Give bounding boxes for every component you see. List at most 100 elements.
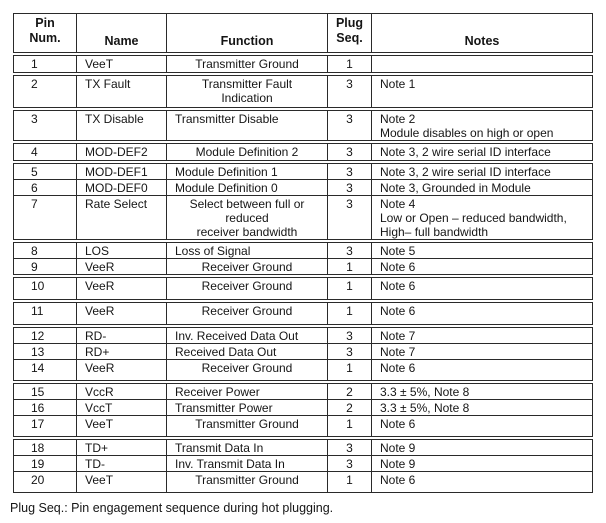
- name-cell: RD+: [77, 344, 167, 359]
- name-cell: VeeR: [77, 303, 167, 324]
- table-row: 11 VeeR Receiver Ground 1 Note 6: [14, 303, 592, 324]
- function-cell: Received Data Out: [167, 344, 328, 359]
- notes-cell: Note 6: [380, 473, 416, 487]
- row-group: 18 TD+ Transmit Data In 3 Note 9 19 TD- …: [13, 439, 593, 493]
- pin-cell: 8: [14, 243, 77, 258]
- pin-cell: 9: [14, 259, 77, 274]
- function-cell: Transmitter Ground: [167, 472, 328, 492]
- name-cell: LOS: [77, 243, 167, 258]
- function-cell: Inv. Transmit Data In: [167, 456, 328, 471]
- function-cell: Transmitter Ground: [167, 416, 328, 436]
- pin-cell: 12: [14, 328, 77, 343]
- name-cell: VeeR: [77, 278, 167, 299]
- plug-seq-cell: 3: [328, 440, 372, 455]
- header-pin-num: Pin Num.: [14, 14, 77, 52]
- pin-assignment-table: Pin Num. Name Function Plug Seq. Notes 1…: [13, 13, 593, 493]
- name-cell: TX Fault: [77, 76, 167, 107]
- row-group: 11 VeeR Receiver Ground 1 Note 6: [13, 302, 593, 325]
- name-cell: MOD-DEF0: [77, 180, 167, 195]
- table-row: 1 VeeT Transmitter Ground 1: [14, 56, 592, 72]
- plug-seq-cell: 1: [328, 303, 372, 324]
- name-cell: VeeR: [77, 259, 167, 274]
- table-row: 2 TX Fault Transmitter Fault Indication …: [14, 76, 592, 107]
- plug-seq-cell: 3: [328, 344, 372, 359]
- name-cell: TX Disable: [77, 111, 167, 140]
- header-name: Name: [77, 14, 167, 52]
- name-cell: VeeT: [77, 56, 167, 72]
- function-cell: Transmitter Fault Indication: [167, 76, 328, 107]
- function-cell: Inv. Received Data Out: [167, 328, 328, 343]
- notes-cell: 3.3 ± 5%, Note 8: [380, 385, 470, 399]
- table-row: 5 MOD-DEF1 Module Definition 1 3 Note 3,…: [14, 164, 592, 179]
- table-row: 8 LOS Loss of Signal 3 Note 5: [14, 243, 592, 258]
- function-cell: Module Definition 1: [167, 164, 328, 179]
- row-group: 12 RD- Inv. Received Data Out 3 Note 7 1…: [13, 327, 593, 381]
- plug-seq-caption: Plug Seq.: Pin engagement sequence durin…: [10, 501, 334, 515]
- row-group: 5 MOD-DEF1 Module Definition 1 3 Note 3,…: [13, 163, 593, 240]
- row-group: 1 VeeT Transmitter Ground 1: [13, 55, 593, 73]
- table-row: 3 TX Disable Transmitter Disable 3 Note …: [14, 111, 592, 140]
- plug-seq-cell: 2: [328, 384, 372, 399]
- table-row: 17 VeeT Transmitter Ground 1 Note 6: [14, 415, 592, 436]
- table-row: 7 Rate Select Select between full or red…: [14, 195, 592, 239]
- plug-seq-cell: 3: [328, 76, 372, 107]
- plug-seq-cell: 3: [328, 164, 372, 179]
- name-cell: VccR: [77, 384, 167, 399]
- row-group: 15 VccR Receiver Power 2 3.3 ± 5%, Note …: [13, 383, 593, 437]
- name-cell: RD-: [77, 328, 167, 343]
- pin-cell: 2: [14, 76, 77, 107]
- notes-cell: Note 1: [380, 77, 416, 91]
- function-cell: Receiver Ground: [167, 360, 328, 380]
- name-cell: VeeT: [77, 416, 167, 436]
- notes-cell: [372, 56, 592, 72]
- notes-cell: Note 6: [380, 279, 416, 293]
- notes-cell: Note 5: [380, 244, 416, 258]
- row-group: 10 VeeR Receiver Ground 1 Note 6: [13, 277, 593, 300]
- table-row: 13 RD+ Received Data Out 3 Note 7: [14, 343, 592, 359]
- table-header-group: Pin Num. Name Function Plug Seq. Notes: [13, 13, 593, 53]
- notes-cell: Note 7: [380, 329, 416, 343]
- table-row: 18 TD+ Transmit Data In 3 Note 9: [14, 440, 592, 455]
- name-cell: MOD-DEF1: [77, 164, 167, 179]
- function-cell: Transmitter Ground: [167, 56, 328, 72]
- header-notes: Notes: [464, 34, 500, 48]
- row-group: 8 LOS Loss of Signal 3 Note 5 9 VeeR Rec…: [13, 242, 593, 275]
- table-row: 19 TD- Inv. Transmit Data In 3 Note 9: [14, 455, 592, 471]
- function-cell: Receiver Power: [167, 384, 328, 399]
- notes-cell: Note 3, Grounded in Module: [380, 181, 531, 195]
- table-row: 16 VccT Transmitter Power 2 3.3 ± 5%, No…: [14, 399, 592, 415]
- row-group: 3 TX Disable Transmitter Disable 3 Note …: [13, 110, 593, 141]
- table-row: 20 VeeT Transmitter Ground 1 Note 6: [14, 471, 592, 492]
- name-cell: VeeT: [77, 472, 167, 492]
- plug-seq-cell: 3: [328, 144, 372, 160]
- function-cell: Receiver Ground: [167, 278, 328, 299]
- plug-seq-cell: 1: [328, 56, 372, 72]
- pin-cell: 10: [14, 278, 77, 299]
- notes-cell: 3.3 ± 5%, Note 8: [380, 401, 470, 415]
- pin-cell: 3: [14, 111, 77, 140]
- plug-seq-cell: 1: [328, 360, 372, 380]
- pin-cell: 7: [14, 196, 77, 239]
- notes-cell: Note 4 Low or Open – reduced bandwidth, …: [380, 197, 567, 239]
- notes-cell: Note 2 Module disables on high or open: [380, 112, 554, 140]
- function-cell: Loss of Signal: [167, 243, 328, 258]
- pin-cell: 6: [14, 180, 77, 195]
- function-cell: Select between full or reduced receiver …: [167, 196, 328, 239]
- function-cell: Transmit Data In: [167, 440, 328, 455]
- pin-cell: 14: [14, 360, 77, 380]
- pin-cell: 18: [14, 440, 77, 455]
- notes-cell: Note 3, 2 wire serial ID interface: [380, 145, 551, 159]
- pin-cell: 16: [14, 400, 77, 415]
- plug-seq-cell: 3: [328, 180, 372, 195]
- table-row: 12 RD- Inv. Received Data Out 3 Note 7: [14, 328, 592, 343]
- table-row: 14 VeeR Receiver Ground 1 Note 6: [14, 359, 592, 380]
- plug-seq-cell: 3: [328, 243, 372, 258]
- plug-seq-cell: 1: [328, 472, 372, 492]
- function-cell: Transmitter Power: [167, 400, 328, 415]
- notes-cell: Note 6: [380, 361, 416, 375]
- function-cell: Module Definition 0: [167, 180, 328, 195]
- table-row: 15 VccR Receiver Power 2 3.3 ± 5%, Note …: [14, 384, 592, 399]
- function-cell: Module Definition 2: [167, 144, 328, 160]
- row-group: 4 MOD-DEF2 Module Definition 2 3 Note 3,…: [13, 143, 593, 161]
- plug-seq-cell: 1: [328, 278, 372, 299]
